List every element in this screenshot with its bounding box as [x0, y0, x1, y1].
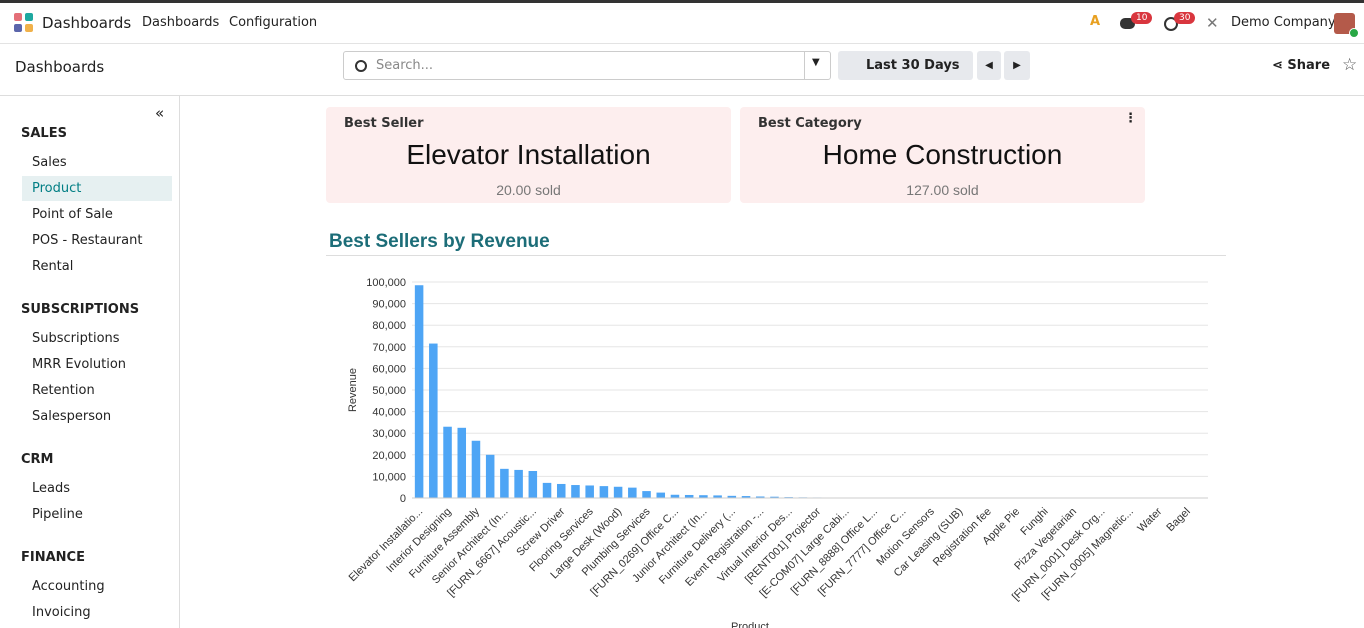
bar: [556, 483, 566, 498]
sidebar-section: SUBSCRIPTIONS: [21, 302, 140, 317]
bar: [542, 482, 552, 498]
badge: 10: [1131, 12, 1153, 24]
bar: [485, 454, 495, 498]
bar: [528, 471, 538, 498]
tools-icon[interactable]: ✕: [1206, 14, 1219, 32]
card-label: Best Category: [758, 116, 862, 131]
breadcrumb: Dashboards: [15, 58, 105, 76]
bar: [628, 487, 637, 498]
card-menu[interactable]: ⋮: [1124, 111, 1137, 126]
period-label: Last 30 Days: [866, 58, 960, 73]
sidebar: « SALES Sales Product Point of Sale POS - Re…: [0, 96, 180, 628]
bar: [684, 494, 694, 498]
y-axis-label: Revenue: [347, 368, 359, 412]
sidebar-item[interactable]: Leads: [32, 481, 71, 496]
sidebar-item[interactable]: Point of Sale: [32, 207, 113, 222]
y-tick-label: 50,000: [372, 385, 406, 397]
bar: [571, 485, 580, 498]
sidebar-item[interactable]: Rental: [32, 259, 74, 274]
bar: [414, 285, 424, 498]
prev-button[interactable]: ◀: [977, 51, 1001, 80]
next-button[interactable]: ▶: [1004, 51, 1030, 80]
y-tick-label: 30,000: [372, 428, 406, 440]
sidebar-item[interactable]: POS - Restaurant: [32, 233, 143, 248]
y-tick-label: 20,000: [372, 450, 406, 462]
status-dot: [1349, 28, 1359, 38]
bar: [443, 426, 452, 498]
kpi-card: Best Seller Elevator Installation 20.00 …: [326, 107, 731, 203]
bar: [713, 495, 722, 498]
chart: 0 10,000 20,000 30,000 40,000 50,000 60,000 70,…: [347, 277, 1208, 628]
x-axis-label: Product: [731, 621, 769, 628]
sidebar-item[interactable]: Product: [22, 176, 172, 201]
bar: [514, 469, 523, 498]
bar: [500, 468, 509, 498]
bar: [457, 427, 467, 498]
card-value: Home Construction: [822, 139, 1063, 170]
share-button[interactable]: ⋖ Share: [1272, 58, 1331, 73]
search-placeholder: Search...: [376, 58, 434, 73]
y-tick-label: 0: [400, 493, 406, 505]
y-tick-label: 60,000: [372, 363, 406, 375]
bar: [471, 440, 481, 498]
x-tick-label: Water: [1135, 505, 1164, 534]
card-detail: 20.00 sold: [496, 182, 561, 198]
chat-icon[interactable]: [1120, 18, 1135, 29]
bar: [741, 496, 751, 498]
section-title: Best Sellers by Revenue: [329, 231, 550, 252]
sidebar-section: SALES: [21, 126, 67, 141]
y-tick-label: 10,000: [372, 471, 406, 483]
app-name[interactable]: Dashboards: [42, 14, 132, 32]
card-detail: 127.00 sold: [906, 182, 979, 198]
company[interactable]: Demo Company: [1231, 15, 1336, 30]
kpi-card: Best Category ⋮ Home Construction 127.00…: [740, 107, 1145, 203]
bar: [770, 496, 779, 498]
search-box[interactable]: Search... ▼: [343, 51, 831, 80]
bar: [699, 495, 708, 498]
sidebar-item[interactable]: Subscriptions: [32, 331, 120, 346]
y-tick-label: 70,000: [372, 342, 406, 354]
sidebar-item[interactable]: Retention: [32, 383, 95, 398]
sidebar-section: FINANCE: [21, 550, 85, 565]
y-tick-label: 80,000: [372, 320, 406, 332]
y-tick-label: 100,000: [366, 277, 406, 289]
sidebar-item[interactable]: Salesperson: [32, 409, 112, 424]
menu[interactable]: Configuration: [229, 15, 318, 30]
card-value: Elevator Installation: [406, 139, 651, 170]
y-tick-label: 90,000: [372, 299, 406, 311]
search-icon: [355, 60, 367, 72]
card-label: Best Seller: [344, 116, 424, 131]
control-panel: Dashboards Search... ▼ Last 30 Days ◀ ▶ …: [0, 45, 1364, 96]
y-tick-label: 40,000: [372, 407, 406, 419]
bar: [755, 496, 765, 498]
badge: 30: [1174, 12, 1196, 24]
bar: [429, 343, 438, 498]
bar: [599, 486, 609, 498]
bar: [670, 494, 680, 498]
collapse-button[interactable]: «: [155, 104, 165, 122]
bar: [613, 486, 623, 498]
favorite-star[interactable]: ☆: [1342, 55, 1358, 75]
bar: [585, 485, 594, 498]
ai-icon[interactable]: A: [1090, 14, 1101, 29]
sidebar-item[interactable]: Invoicing: [32, 605, 91, 620]
app-icon[interactable]: [14, 13, 34, 33]
sidebar-item[interactable]: Accounting: [32, 579, 105, 594]
share-label: Share: [1287, 58, 1331, 73]
activity-icon[interactable]: [1164, 17, 1178, 31]
bar: [642, 491, 651, 498]
sidebar-item[interactable]: Sales: [32, 155, 67, 170]
bar: [656, 492, 666, 498]
divider: [326, 255, 1226, 256]
x-tick-label: Bagel: [1164, 506, 1192, 534]
navbar: Dashboards Dashboards Configuration A 10…: [0, 0, 1364, 44]
sidebar-item[interactable]: Pipeline: [32, 507, 83, 522]
menu[interactable]: Dashboards: [142, 15, 220, 30]
dropdown-toggle[interactable]: ▼: [812, 57, 820, 68]
sidebar-section: CRM: [21, 452, 54, 467]
period-button[interactable]: Last 30 Days: [838, 51, 973, 80]
bar: [727, 495, 737, 498]
sidebar-item[interactable]: MRR Evolution: [32, 357, 127, 372]
